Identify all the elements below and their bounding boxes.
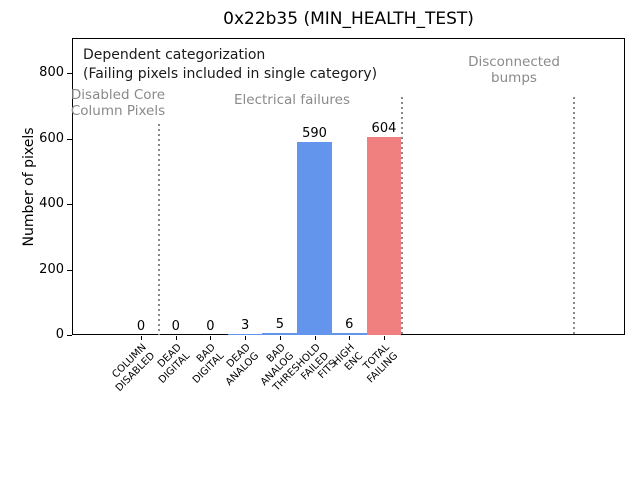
annotation-failing-pixels-note: (Failing pixels included in single categ…: [83, 66, 378, 82]
annotation-dependent-categorization: Dependent categorization: [83, 47, 266, 63]
bar-value-label: 590: [302, 125, 327, 141]
bar: [331, 333, 367, 335]
y-tick-mark: [67, 269, 72, 271]
chart-title: 0x22b35 (MIN_HEALTH_TEST): [223, 9, 474, 29]
bar: [227, 334, 263, 335]
y-tick-mark: [67, 335, 72, 336]
y-tick-mark: [67, 138, 72, 140]
bar-value-label: 0: [136, 319, 146, 334]
x-tick-mark: [314, 336, 316, 340]
x-tick-mark: [141, 336, 142, 340]
y-tick-label: 200: [39, 261, 64, 277]
dotted-separator: [157, 124, 160, 335]
dotted-separator: [400, 97, 403, 335]
region-label-electrical-failures: Electrical failures: [233, 92, 350, 108]
bar: [262, 333, 298, 335]
x-tick-mark: [349, 336, 351, 340]
y-tick-label: 400: [39, 196, 64, 211]
x-tick-mark: [279, 336, 281, 340]
region-label-disconnected-bumps: Disconnected bumps: [468, 54, 560, 86]
bar-value-label: 0: [206, 319, 215, 334]
x-tick-mark: [245, 336, 247, 340]
y-tick-label: 600: [39, 130, 64, 146]
y-axis-label: Number of pixels: [21, 127, 37, 247]
region-label-disabled-core-column-pixels: Disabled Core Column Pixels: [70, 87, 166, 119]
bar-value-label: 604: [371, 121, 397, 137]
plot-frame: [72, 38, 625, 335]
y-tick-label: 0: [55, 327, 64, 342]
x-tick-mark: [210, 336, 212, 340]
bar-value-label: 6: [345, 317, 354, 333]
bar-value-label: 3: [240, 318, 250, 334]
bar-value-label: 0: [171, 319, 180, 334]
x-tick-mark: [383, 336, 385, 340]
y-tick-mark: [67, 73, 72, 74]
y-tick-label: 800: [39, 65, 64, 80]
dotted-separator: [573, 97, 575, 335]
x-tick-mark: [175, 336, 177, 340]
bar: [366, 137, 402, 335]
bar-value-label: 5: [275, 317, 284, 333]
y-tick-mark: [67, 204, 72, 205]
bar: [297, 141, 332, 335]
